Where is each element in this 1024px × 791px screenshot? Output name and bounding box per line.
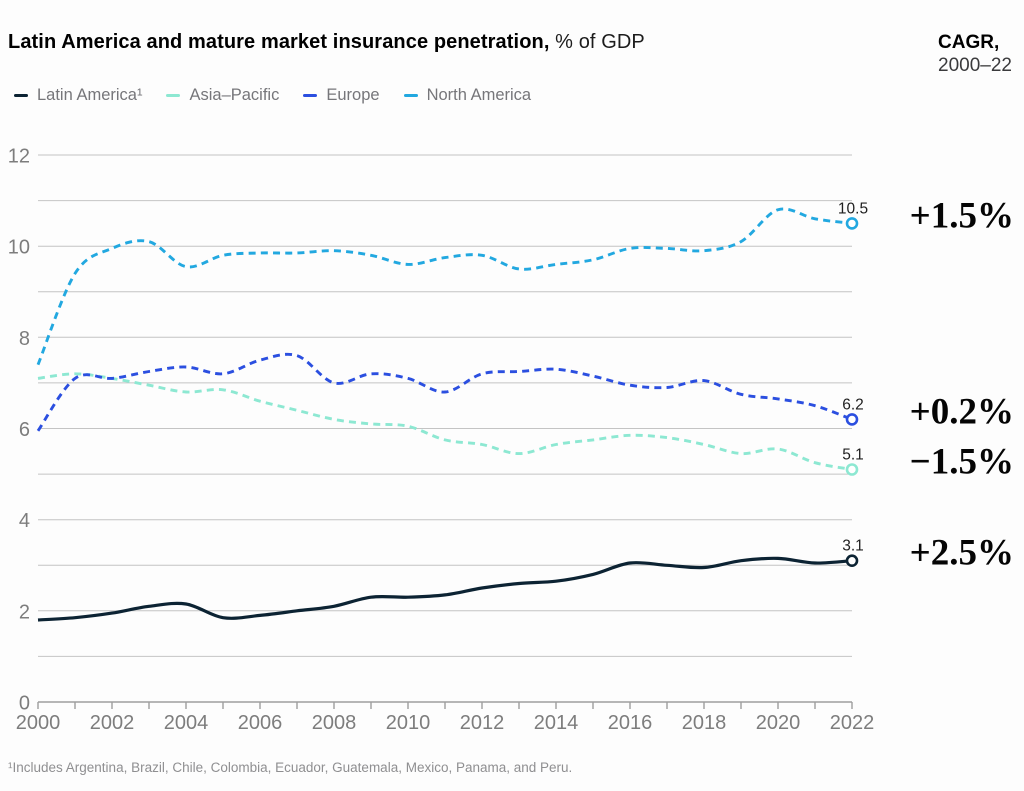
cagr-value-north-america: +1.5% <box>910 195 1014 236</box>
y-axis-label: 4 <box>19 510 30 532</box>
series-end-marker-europe <box>845 413 859 426</box>
legend-swatch-icon <box>303 93 318 98</box>
page-title-main: Latin America and mature market insuranc… <box>8 31 550 53</box>
header: Latin America and mature market insuranc… <box>8 31 1012 77</box>
cagr-value-asia-pacific: −1.5% <box>910 442 1014 483</box>
series-end-value-latin-america: 3.1 <box>842 538 864 555</box>
legend: Latin America¹ Asia–Pacific Europe North Am… <box>14 86 531 105</box>
legend-swatch-icon <box>14 93 28 98</box>
x-axis-label: 2004 <box>164 712 209 734</box>
cagr-header: CAGR, 2000–22 <box>938 31 1012 77</box>
legend-label: Latin America¹ <box>37 86 143 104</box>
legend-label: Europe <box>326 86 380 104</box>
series-line-north-america <box>36 207 853 366</box>
x-axis-label: 2006 <box>238 712 283 734</box>
y-axis-label: 12 <box>8 146 30 168</box>
x-axis-label: 2020 <box>756 712 801 734</box>
x-axis-label: 2018 <box>682 712 727 734</box>
legend-item-europe: Europe <box>303 86 380 105</box>
y-axis-label: 6 <box>19 419 30 441</box>
x-axis-label: 2016 <box>608 712 653 734</box>
legend-item-latin-america: Latin America¹ <box>14 86 142 105</box>
legend-label: Asia–Pacific <box>189 86 280 104</box>
y-axis-label: 0 <box>19 693 30 715</box>
x-axis-label: 2010 <box>386 712 431 734</box>
x-axis-label: 2022 <box>830 712 875 734</box>
cagr-header-label: CAGR, <box>938 32 1000 53</box>
series-end-marker-latin-america <box>845 554 859 568</box>
legend-item-north-america: North America <box>403 86 532 105</box>
series-end-value-north-america: 10.5 <box>838 200 868 217</box>
footnote: ¹Includes Argentina, Brazil, Chile, Colo… <box>8 760 573 775</box>
x-axis-label: 2002 <box>90 712 135 734</box>
legend-item-asia-pacific: Asia–Pacific <box>166 86 279 105</box>
series-end-value-europe: 6.2 <box>842 396 864 413</box>
x-axis-label: 2014 <box>534 712 579 734</box>
cagr-value-latin-america: +2.5% <box>910 533 1014 574</box>
legend-swatch-icon <box>403 93 418 98</box>
series-end-marker-north-america <box>845 217 859 230</box>
series-line-asia-pacific <box>37 372 853 471</box>
cagr-value-europe: +0.2% <box>910 391 1014 432</box>
page-title: Latin America and mature market insuranc… <box>8 31 645 54</box>
x-axis-label: 2008 <box>312 712 357 734</box>
cagr-header-period: 2000–22 <box>938 55 1012 76</box>
page-title-unit: % of GDP <box>555 31 645 53</box>
y-axis-label: 10 <box>8 237 30 259</box>
series-line-latin-america <box>37 556 853 622</box>
legend-label: North America <box>426 86 532 104</box>
series-end-marker-asia-pacific <box>845 463 859 476</box>
legend-swatch-icon <box>166 93 181 98</box>
x-axis-label: 2012 <box>460 712 505 734</box>
y-axis-label: 2 <box>19 601 30 623</box>
x-axis-label: 2000 <box>16 712 61 734</box>
series-end-value-asia-pacific: 5.1 <box>842 447 864 464</box>
y-axis-label: 8 <box>19 328 30 350</box>
series-line-europe <box>36 352 853 432</box>
